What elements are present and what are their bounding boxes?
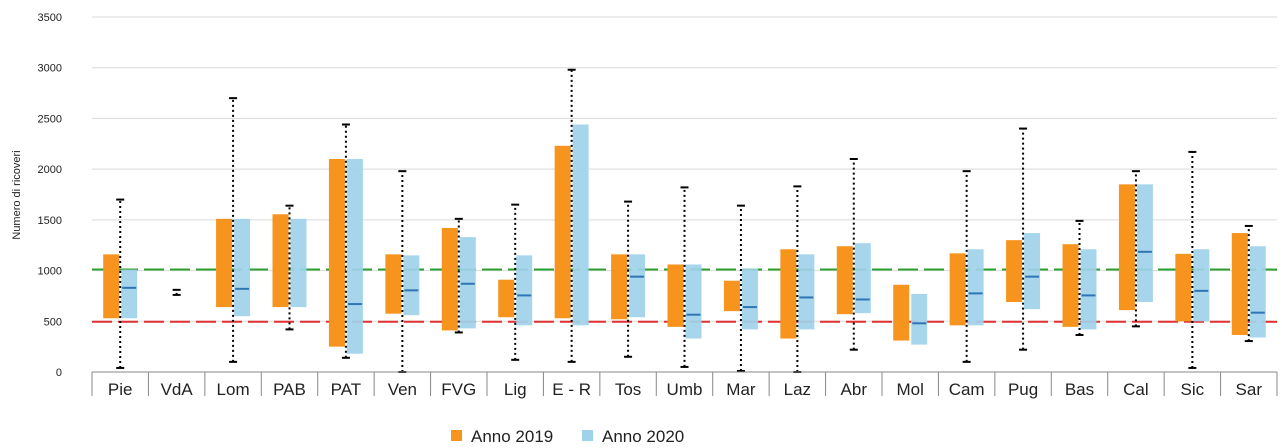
x-tick-label: E - R	[552, 380, 591, 399]
bar-2020	[798, 254, 815, 330]
bar-2020	[911, 293, 928, 345]
bar-2019	[1062, 244, 1079, 327]
x-tick-label: PAT	[331, 380, 362, 399]
bars	[103, 124, 1266, 354]
x-tick-label: FVG	[441, 380, 476, 399]
bar-2020	[1193, 249, 1210, 322]
x-tick-label: Cam	[949, 380, 985, 399]
bar-2020	[629, 254, 646, 318]
legend-label-2019: Anno 2019	[471, 427, 553, 446]
bar-2019	[498, 279, 515, 318]
bar-2020	[346, 159, 363, 354]
x-tick-label: Lom	[217, 380, 250, 399]
legend-swatch-2020	[582, 430, 593, 441]
bar-2019	[1118, 184, 1135, 311]
x-tick-label: Pug	[1008, 380, 1038, 399]
x-tick-label: Mol	[897, 380, 924, 399]
bar-2020	[1136, 184, 1153, 303]
bar-2020	[121, 269, 138, 319]
bar-2020	[685, 264, 702, 339]
y-tick-label: 1500	[38, 215, 62, 227]
bar-2019	[385, 254, 402, 314]
legend: Anno 2019 Anno 2020	[451, 427, 684, 446]
x-tick-label: Tos	[615, 380, 641, 399]
bar-2020	[516, 255, 533, 326]
bar-2020	[741, 268, 758, 330]
y-tick-label: 0	[56, 367, 62, 379]
y-axis-title: Numero di ricoveri	[11, 150, 23, 239]
x-tick-label: Umb	[667, 380, 703, 399]
reference-lines	[92, 268, 1277, 323]
bar-2020	[1080, 249, 1097, 330]
bar-2020	[572, 124, 589, 326]
x-tick-label: PAB	[273, 380, 306, 399]
bar-2019	[103, 254, 120, 319]
bar-2019	[272, 214, 289, 308]
bar-2019	[949, 253, 966, 326]
bar-2020	[234, 218, 251, 317]
bar-2019	[893, 284, 910, 341]
x-tick-label: Abr	[841, 380, 868, 399]
bar-2019	[1231, 233, 1248, 335]
bar-2020	[1024, 233, 1041, 310]
bar-2019	[780, 249, 797, 339]
y-tick-label: 500	[44, 316, 62, 328]
x-tick-label: Laz	[784, 380, 811, 399]
y-tick-label: 2000	[38, 164, 62, 176]
y-tick-label: 1000	[38, 266, 62, 278]
axes: 0 500 1000 1500 2000 2500 3000 3500 Pie VdA Lom PAB…	[38, 12, 1278, 399]
bar-2019	[1006, 240, 1023, 303]
bar-2019	[836, 246, 853, 315]
bar-2020	[459, 237, 476, 329]
bar-2019	[554, 145, 571, 319]
x-tick-label: VdA	[161, 380, 194, 399]
x-tick-label: Lig	[504, 380, 527, 399]
x-tick-label: Sic	[1181, 380, 1205, 399]
medians	[122, 250, 1265, 325]
x-tick-label: Cal	[1123, 380, 1149, 399]
bar-2019	[723, 280, 740, 312]
bar-2019	[441, 227, 458, 331]
x-tick-label: Sar	[1236, 380, 1263, 399]
whiskers	[116, 68, 1253, 373]
bar-2019	[611, 254, 628, 320]
y-tick-label: 2500	[38, 113, 62, 125]
bar-2019	[328, 159, 345, 347]
bar-2020	[967, 249, 984, 326]
bar-2020	[290, 218, 307, 308]
bar-2020	[403, 255, 420, 316]
bar-2019	[1175, 253, 1192, 322]
y-tick-label: 3000	[38, 63, 62, 75]
y-tick-label: 3500	[38, 12, 62, 24]
x-tick-label: Pie	[108, 380, 133, 399]
legend-swatch-2019	[451, 430, 462, 441]
x-tick-label: Mar	[726, 380, 756, 399]
bar-2019	[216, 218, 233, 308]
bar-2019	[667, 264, 684, 327]
x-tick-label: Bas	[1065, 380, 1094, 399]
bar-2020	[854, 243, 871, 314]
bar-2020	[1249, 246, 1266, 338]
legend-label-2020: Anno 2020	[602, 427, 684, 446]
x-tick-label: Ven	[388, 380, 417, 399]
gridlines	[92, 16, 1277, 322]
